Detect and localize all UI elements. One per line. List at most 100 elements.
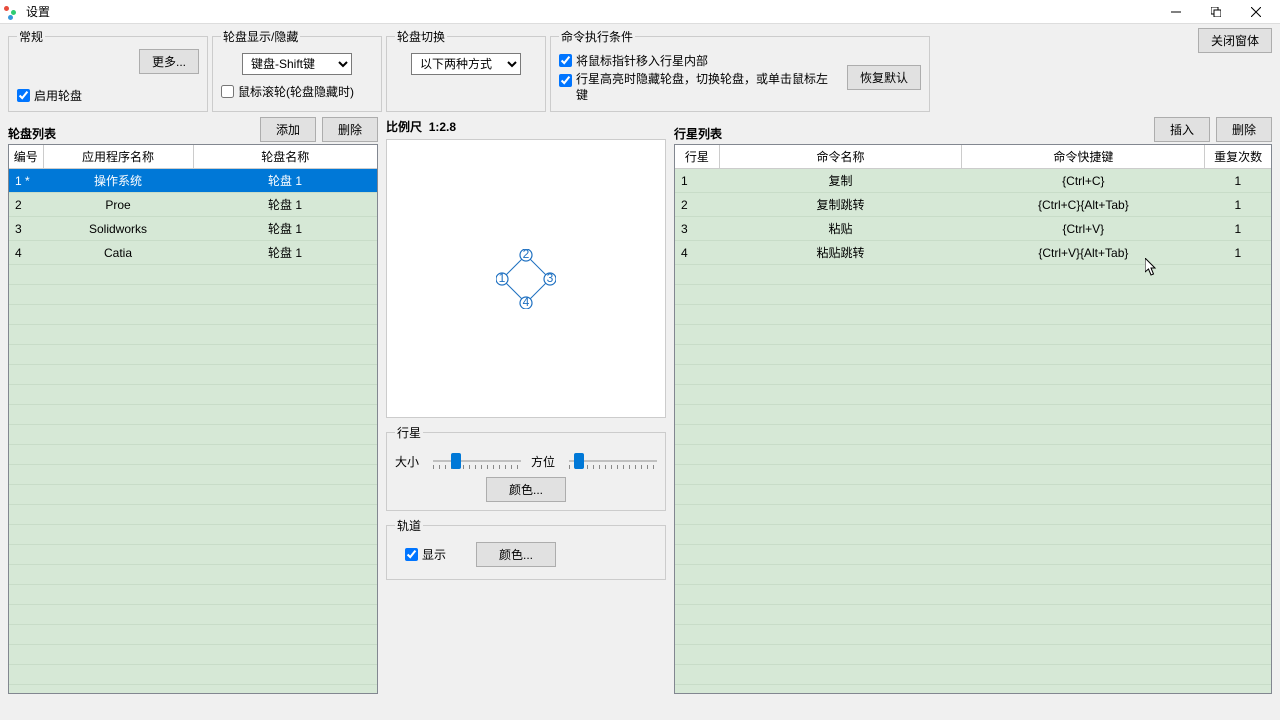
enable-wheel-checkbox[interactable]: 启用轮盘 [17, 87, 199, 104]
enable-wheel-input[interactable] [17, 89, 30, 102]
table-row [9, 405, 377, 425]
scale-label: 比例尺 1:2.8 [386, 118, 666, 135]
group-show-hide: 轮盘显示/隐藏 键盘-Shift键 鼠标滚轮(轮盘隐藏时) [212, 28, 382, 112]
switch-mode-select[interactable]: 以下两种方式 [411, 53, 521, 75]
table-row [9, 545, 377, 565]
table-row [9, 625, 377, 645]
planet-grid[interactable]: 行星命令名称命令快捷键重复次数1复制{Ctrl+C}12复制跳转{Ctrl+C}… [674, 144, 1272, 694]
scroll-checkbox[interactable]: 鼠标滚轮(轮盘隐藏时) [221, 83, 373, 100]
wheel-diagram: 2 3 4 1 [496, 249, 556, 309]
table-row [9, 505, 377, 525]
table-row [675, 345, 1271, 365]
table-row [675, 465, 1271, 485]
more-button[interactable]: 更多... [139, 49, 199, 74]
legend-show: 轮盘显示/隐藏 [221, 28, 300, 45]
insert-button[interactable]: 插入 [1154, 117, 1210, 142]
table-row[interactable]: 2复制跳转{Ctrl+C}{Alt+Tab}1 [675, 193, 1271, 217]
size-slider[interactable] [433, 451, 521, 471]
planet-list-title: 行星列表 [674, 125, 722, 142]
orbit-show-checkbox[interactable]: 显示 [405, 546, 446, 563]
table-row [9, 325, 377, 345]
group-orbit: 轨道 显示 颜色... [386, 517, 666, 580]
dir-label: 方位 [531, 453, 559, 470]
cond2-label: 行星高亮时隐藏轮盘，切换轮盘，或单击鼠标左键 [576, 72, 837, 103]
wheel-preview: 2 3 4 1 [386, 139, 666, 418]
table-row [9, 485, 377, 505]
scroll-label: 鼠标滚轮(轮盘隐藏时) [238, 83, 354, 100]
table-row [675, 305, 1271, 325]
table-row [675, 325, 1271, 345]
table-row [675, 405, 1271, 425]
dir-slider[interactable] [569, 451, 657, 471]
restore-default-button[interactable]: 恢复默认 [847, 65, 921, 90]
table-row [675, 545, 1271, 565]
table-row [675, 265, 1271, 285]
table-row[interactable]: 1 *操作系统轮盘 1 [9, 169, 377, 193]
cond1-input[interactable] [559, 54, 572, 67]
minimize-button[interactable] [1156, 0, 1196, 24]
scroll-input[interactable] [221, 85, 234, 98]
table-row [9, 285, 377, 305]
cond2-checkbox[interactable]: 行星高亮时隐藏轮盘，切换轮盘，或单击鼠标左键 [559, 72, 837, 103]
titlebar: 设置 [0, 0, 1280, 24]
orbit-show-label: 显示 [422, 546, 446, 563]
legend-switch: 轮盘切换 [395, 28, 447, 45]
svg-text:4: 4 [523, 295, 530, 309]
add-button[interactable]: 添加 [260, 117, 316, 142]
table-row [9, 565, 377, 585]
table-row [675, 385, 1271, 405]
table-row [675, 685, 1271, 695]
table-row [675, 605, 1271, 625]
table-row [9, 385, 377, 405]
close-button[interactable] [1236, 0, 1276, 24]
table-row [9, 585, 377, 605]
table-row [9, 605, 377, 625]
orbit-color-button[interactable]: 颜色... [476, 542, 556, 567]
table-row[interactable]: 1复制{Ctrl+C}1 [675, 169, 1271, 193]
svg-text:3: 3 [547, 271, 554, 285]
table-row [675, 565, 1271, 585]
table-row [9, 305, 377, 325]
table-row [9, 645, 377, 665]
table-row[interactable]: 4粘贴跳转{Ctrl+V}{Alt+Tab}1 [675, 241, 1271, 265]
cond1-checkbox[interactable]: 将鼠标指针移入行星内部 [559, 52, 837, 69]
close-window-button[interactable]: 关闭窗体 [1198, 28, 1272, 53]
legend-orbit: 轨道 [395, 517, 423, 534]
cond1-label: 将鼠标指针移入行星内部 [576, 52, 708, 69]
legend-planet: 行星 [395, 424, 423, 441]
delete-wheel-button[interactable]: 删除 [322, 117, 378, 142]
orbit-show-input[interactable] [405, 548, 418, 561]
size-label: 大小 [395, 453, 423, 470]
table-row[interactable]: 4Catia轮盘 1 [9, 241, 377, 265]
group-switch: 轮盘切换 以下两种方式 [386, 28, 546, 112]
table-row [675, 505, 1271, 525]
table-row [675, 625, 1271, 645]
legend-general: 常规 [17, 28, 45, 45]
table-row [9, 665, 377, 685]
table-row [9, 445, 377, 465]
wheel-grid[interactable]: 编号应用程序名称轮盘名称1 *操作系统轮盘 12Proe轮盘 13Solidwo… [8, 144, 378, 694]
cond2-input[interactable] [559, 74, 572, 87]
table-row[interactable]: 3Solidworks轮盘 1 [9, 217, 377, 241]
table-row [9, 265, 377, 285]
group-planet: 行星 大小 方位 颜色... [386, 424, 666, 511]
wheel-list-title: 轮盘列表 [8, 125, 56, 142]
table-row [675, 585, 1271, 605]
table-row[interactable]: 2Proe轮盘 1 [9, 193, 377, 217]
maximize-button[interactable] [1196, 0, 1236, 24]
window-title: 设置 [26, 3, 1156, 20]
table-row [675, 425, 1271, 445]
table-row[interactable]: 3粘贴{Ctrl+V}1 [675, 217, 1271, 241]
table-row [9, 425, 377, 445]
app-icon [4, 4, 20, 20]
table-row [675, 445, 1271, 465]
delete-planet-button[interactable]: 删除 [1216, 117, 1272, 142]
table-row [675, 365, 1271, 385]
legend-cond: 命令执行条件 [559, 28, 635, 45]
svg-text:2: 2 [523, 249, 530, 261]
table-row [675, 485, 1271, 505]
show-mode-select[interactable]: 键盘-Shift键 [242, 53, 352, 75]
table-row [9, 685, 377, 695]
table-row [9, 365, 377, 385]
planet-color-button[interactable]: 颜色... [486, 477, 566, 502]
